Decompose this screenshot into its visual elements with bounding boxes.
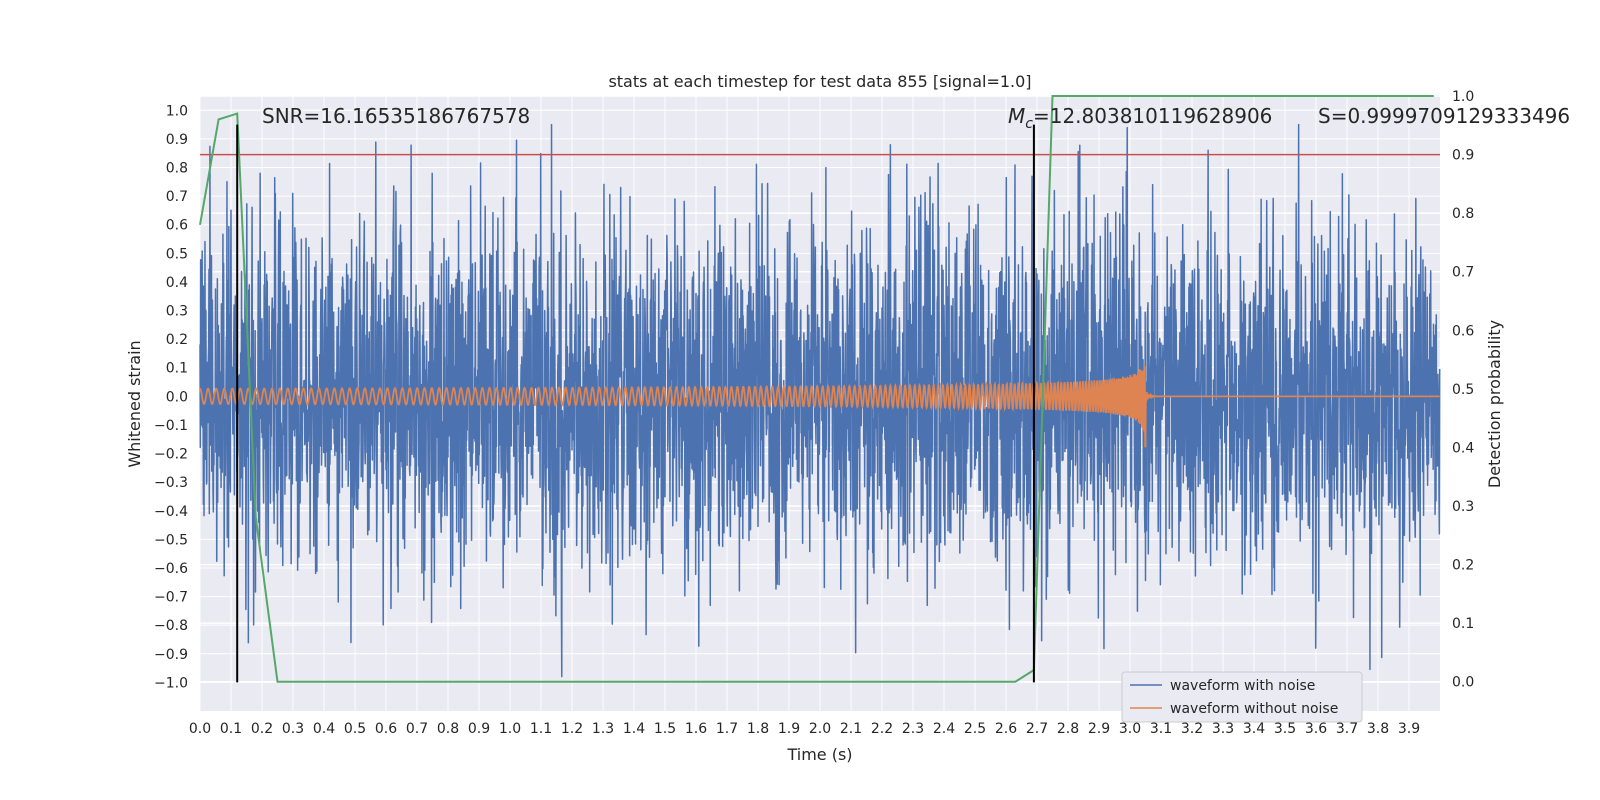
legend-label-clean: waveform without noise [1170,701,1338,717]
y-axis-right-ticks: 1.0 0.9 0.8 0.7 0.6 0.5 0.4 0.3 0.2 0.1 0.0 [1452,89,1474,691]
x-tick-label: 0.5 [344,721,366,737]
y-tick-label: −0.3 [154,475,188,491]
chirp-mass-annotation: Mc=12.803810119628906 [1008,104,1272,132]
x-tick-label: 3.5 [1274,721,1296,737]
x-tick-label: 3.7 [1336,721,1358,737]
chirp-mass-value: =12.803810119628906 [1033,104,1272,128]
y-right-tick-label: 0.1 [1452,616,1474,632]
y-tick-label: 0.1 [166,361,188,377]
y-tick-label: 0.6 [166,218,188,234]
x-tick-label: 0.3 [282,721,304,737]
x-tick-label: 1.5 [654,721,676,737]
x-tick-label: 0.8 [437,721,459,737]
y-right-tick-label: 0.6 [1452,323,1474,339]
y-tick-label: −0.1 [154,418,188,434]
x-tick-label: 0.6 [375,721,397,737]
y-axis-ticks: 1.0 0.9 0.8 0.7 0.6 0.5 0.4 0.3 0.2 0.1 0.0 −0.1 −0.… [154,103,188,691]
x-tick-label: 2.7 [1026,721,1048,737]
y-tick-label: 0.5 [166,246,188,262]
x-tick-label: 3.0 [1119,721,1141,737]
chart-title: stats at each timestep for test data 855… [608,72,1031,91]
x-tick-label: 3.4 [1243,721,1265,737]
x-tick-label: 1.6 [685,721,707,737]
y-right-tick-label: 0.2 [1452,558,1474,574]
x-tick-label: 3.6 [1305,721,1327,737]
x-tick-label: 2.0 [809,721,831,737]
y-right-tick-label: 0.5 [1452,382,1474,398]
snr-annotation: SNR=16.16535186767578 [262,104,530,128]
x-tick-label: 3.9 [1398,721,1420,737]
x-axis-label: Time (s) [786,745,852,764]
legend-box [1121,671,1363,723]
y-tick-label: −0.6 [154,561,188,577]
x-tick-label: 1.0 [499,721,521,737]
x-tick-label: 0.2 [251,721,273,737]
y-right-tick-label: 1.0 [1452,89,1474,105]
y-tick-label: −0.2 [154,447,188,463]
y-right-tick-label: 0.3 [1452,499,1474,515]
y-tick-label: −0.5 [154,532,188,548]
x-tick-label: 2.2 [871,721,893,737]
x-tick-label: 0.7 [406,721,428,737]
y-tick-label: −0.7 [154,590,188,606]
legend: waveform with noise waveform without noi… [1121,671,1363,723]
x-axis-ticks: 0.0 0.1 0.2 0.3 0.4 0.5 0.6 0.7 0.8 0.9 1.0 1.1 1.2 1… [189,721,1420,737]
s-annotation: S=0.9999709129333496 [1318,104,1570,128]
x-tick-label: 2.6 [995,721,1017,737]
x-tick-label: 2.1 [840,721,862,737]
x-tick-label: 1.3 [592,721,614,737]
x-tick-label: 1.9 [778,721,800,737]
x-tick-label: 2.9 [1088,721,1110,737]
y-tick-label: 0.3 [166,304,188,320]
chirp-mass-symbol: M [1008,104,1025,128]
x-tick-label: 0.9 [468,721,490,737]
x-tick-label: 1.7 [716,721,738,737]
legend-label-noise: waveform with noise [1170,678,1315,694]
x-tick-label: 0.4 [313,721,335,737]
x-tick-label: 1.4 [623,721,645,737]
y-axis-label: Whitened strain [125,340,144,467]
x-tick-label: 3.1 [1150,721,1172,737]
x-tick-label: 2.4 [933,721,955,737]
y-tick-label: 0.0 [166,389,188,405]
y-right-tick-label: 0.9 [1452,148,1474,164]
series-detection-probability [199,95,1434,683]
y-tick-label: −0.8 [154,618,188,634]
y-tick-label: 0.8 [166,161,188,177]
y-tick-label: 0.7 [166,189,188,205]
plot-content [199,95,1441,683]
y-tick-label: 0.9 [166,132,188,148]
y-tick-label: −0.9 [154,647,188,663]
y-right-tick-label: 0.4 [1452,440,1474,456]
y-tick-label: −1.0 [154,675,188,691]
x-tick-label: 2.8 [1057,721,1079,737]
y-tick-label: 0.4 [166,275,188,291]
y-tick-label: −0.4 [154,504,188,520]
chirp-mass-subscript: c [1025,116,1033,132]
y-tick-label: 1.0 [166,103,188,119]
y-right-tick-label: 0.8 [1452,206,1474,222]
x-tick-label: 3.3 [1212,721,1234,737]
x-tick-label: 0.0 [189,721,211,737]
x-tick-label: 3.2 [1181,721,1203,737]
y-right-tick-label: 0.7 [1452,265,1474,281]
x-tick-label: 2.5 [964,721,986,737]
x-tick-label: 0.1 [220,721,242,737]
x-tick-label: 2.3 [902,721,924,737]
series-waveform-with-noise [199,123,1441,678]
x-tick-label: 1.2 [561,721,583,737]
x-tick-label: 3.8 [1367,721,1389,737]
y-right-tick-label: 0.0 [1452,675,1474,691]
y-tick-label: 0.2 [166,332,188,348]
y-axis-right-label: Detection probability [1485,320,1504,488]
x-tick-label: 1.8 [747,721,769,737]
series-waveform-without-noise [199,365,1440,448]
x-tick-label: 1.1 [530,721,552,737]
